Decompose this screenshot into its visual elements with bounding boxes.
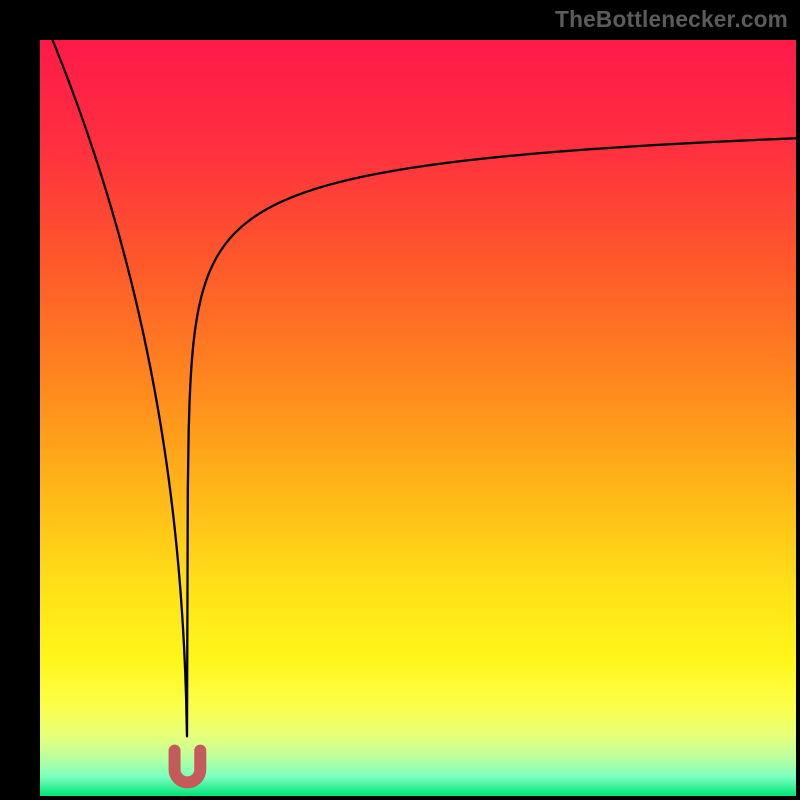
plot-frame <box>36 36 792 792</box>
chart-root: TheBottlenecker.com <box>0 0 800 800</box>
gradient-background <box>40 40 796 796</box>
watermark-text: TheBottlenecker.com <box>555 6 788 33</box>
